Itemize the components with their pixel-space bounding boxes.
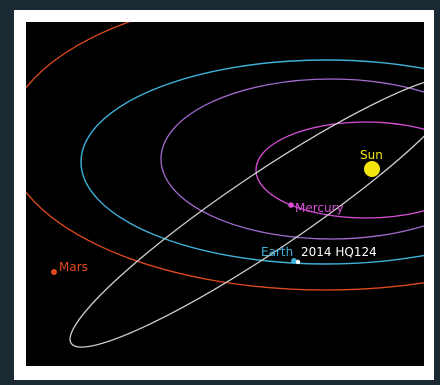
mars-orbit: [26, 22, 424, 291]
earth-marker: [291, 258, 297, 264]
orbit-canvas: Sun Mercury Earth 2014 HQ124 Mars: [26, 22, 424, 348]
earth-orbit: [80, 59, 424, 265]
mars-label: Mars: [59, 260, 88, 274]
asteroid-label: 2014 HQ124: [301, 245, 377, 259]
venus-orbit: [160, 78, 424, 240]
earth-label: Earth: [261, 245, 293, 259]
mercury-label: Mercury: [295, 201, 344, 215]
orbit-diagram: Sun Mercury Earth 2014 HQ124 Mars: [26, 22, 424, 366]
mercury-orbit: [255, 121, 424, 219]
sun-label: Sun: [360, 148, 383, 162]
sun-marker: [364, 161, 380, 177]
asteroid-orbit: [69, 76, 424, 348]
mercury-marker: [288, 202, 294, 208]
mars-marker: [51, 269, 57, 275]
asteroid-marker: [295, 259, 301, 265]
